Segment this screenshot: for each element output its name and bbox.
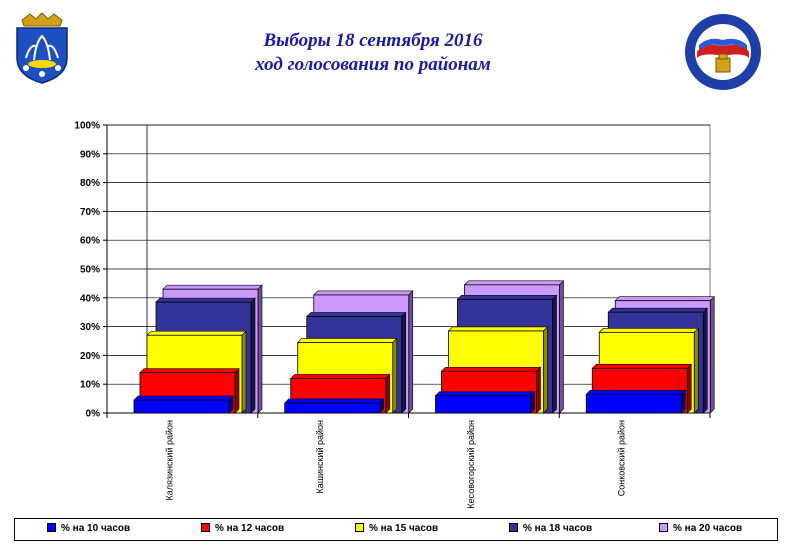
y-tick-label: 10% <box>80 380 100 391</box>
bar-top <box>146 330 247 336</box>
bar-side <box>392 337 398 414</box>
legend-item: % на 15 часов <box>355 522 439 534</box>
bar-top <box>591 364 692 369</box>
legend-swatch <box>659 522 668 532</box>
bar-top <box>290 374 391 379</box>
bar-side <box>530 390 535 414</box>
y-tick-label: 30% <box>80 322 100 333</box>
y-tick-label: 20% <box>80 351 100 362</box>
bar-side <box>702 307 708 414</box>
bar-top <box>297 338 398 343</box>
bar-top <box>313 290 414 296</box>
x-tick-label: Калязинский район <box>164 420 174 501</box>
bar-top <box>598 328 699 333</box>
bar-top <box>614 296 715 301</box>
chart-subtitle: ход голосования по районам <box>255 54 491 75</box>
bar <box>133 399 230 414</box>
bar-chart: 0% 10% 20% 30% 40% 50% 60% 70% 80% 90% 100% Калязин… <box>74 121 715 509</box>
bar-side <box>559 280 564 414</box>
legend-label: % на 18 часов <box>523 523 593 534</box>
x-tick-label: Кесовогорский район <box>466 420 476 509</box>
bar-side <box>257 284 263 414</box>
y-tick-label: 100% <box>74 121 100 132</box>
bar-top <box>463 280 565 286</box>
bar-side <box>536 366 541 414</box>
bar <box>435 395 531 414</box>
bar-side <box>241 330 247 414</box>
y-tick-label: 80% <box>80 178 100 189</box>
bar-side <box>234 367 240 414</box>
legend-label: % на 15 часов <box>369 523 439 534</box>
bar-top <box>607 307 708 313</box>
chart-title: Выборы 18 сентября 2016 <box>263 30 483 51</box>
y-tick-label: 90% <box>80 149 100 160</box>
bar-top <box>162 284 263 290</box>
y-tick-label: 0% <box>86 409 101 420</box>
legend-swatch <box>509 522 518 532</box>
legend-item: % на 20 часов <box>659 522 743 534</box>
bar-top <box>440 366 542 372</box>
bar-side <box>552 294 557 414</box>
legend-swatch <box>355 522 364 532</box>
legend-label: % на 12 часов <box>215 523 285 534</box>
legend-item: % на 12 часов <box>201 522 285 534</box>
bar-side <box>693 327 699 414</box>
legend-item: % на 10 часов <box>47 522 131 534</box>
x-tick-label: Сонковский район <box>617 420 627 496</box>
bar-top <box>306 312 407 317</box>
election-commission-emblem-icon <box>685 14 761 90</box>
legend-item: % на 18 часов <box>509 522 593 534</box>
bar-side <box>385 373 391 414</box>
bar-side <box>680 389 686 414</box>
bar-side <box>543 326 548 414</box>
bar-side <box>408 290 414 414</box>
bar-side <box>401 311 407 414</box>
legend-swatch <box>47 522 56 532</box>
bar-top <box>133 395 234 401</box>
bar-top <box>585 389 686 395</box>
plot-area: 0% 10% 20% 30% 40% 50% 60% 70% 80% 90% 100% Калязин… <box>74 121 715 509</box>
coat-of-arms-icon <box>16 12 68 84</box>
bar <box>284 402 381 414</box>
bar-top <box>456 294 558 300</box>
bar-top <box>139 368 240 373</box>
chart-legend: % на 10 часов % на 12 часов % на 15 часов%… <box>14 518 778 541</box>
bar-side <box>686 363 692 414</box>
y-tick-label: 60% <box>80 236 100 247</box>
x-tick-label: Кашинский район <box>315 420 325 494</box>
bar-top <box>284 398 385 404</box>
bar-side <box>250 297 256 414</box>
bar-side <box>709 295 715 414</box>
bar-top <box>434 391 536 397</box>
legend-swatch <box>201 522 210 532</box>
bar-top <box>155 297 256 303</box>
bar <box>585 393 682 414</box>
y-tick-label: 70% <box>80 207 100 218</box>
legend-label: % на 10 часов <box>61 523 131 534</box>
bar-top <box>447 326 549 332</box>
y-tick-label: 40% <box>80 293 100 304</box>
y-tick-label: 50% <box>80 265 100 276</box>
legend-label: % на 20 часов <box>673 523 743 534</box>
